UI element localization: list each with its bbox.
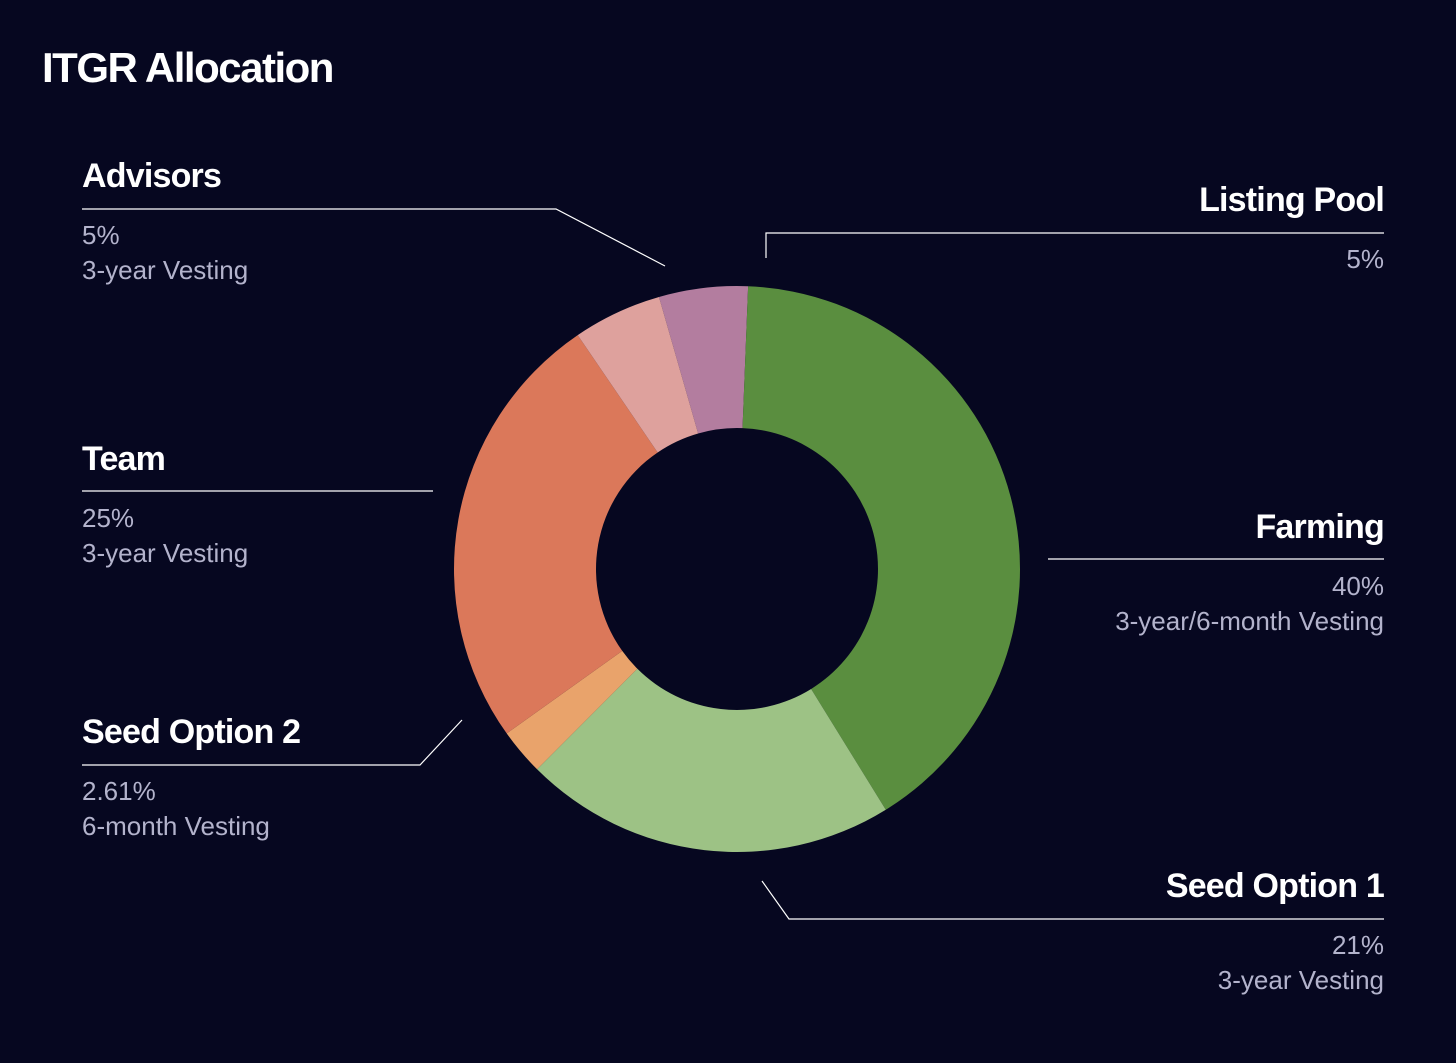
slice-value: 25% [82, 503, 135, 533]
slice-note: 3-year Vesting [1217, 965, 1384, 995]
leader-advisors [82, 208, 666, 267]
label-farming: Farming 40% 3-year/6-month Vesting [1115, 507, 1385, 639]
chart-title: ITGR Allocation [42, 44, 334, 91]
slice-note: 3-year Vesting [82, 255, 249, 285]
leader-lines [82, 208, 1384, 920]
label-listing-pool: Listing Pool 5% [1199, 180, 1385, 277]
slice-label: Farming [1255, 508, 1384, 546]
slice-farming [742, 286, 1021, 810]
leader-seed-option-2 [82, 719, 463, 766]
slice-advisors [577, 296, 699, 453]
slice-value: 21% [1331, 930, 1384, 960]
slice-note: 3-year/6-month Vesting [1115, 606, 1384, 636]
slice-label: Listing Pool [1199, 181, 1385, 219]
label-seed-option-2: Seed Option 2 2.61% 6-month Vesting [82, 712, 301, 844]
slice-listing-pool [658, 286, 749, 434]
label-team: Team 25% 3-year Vesting [82, 439, 248, 571]
slice-label: Seed Option 2 [82, 713, 301, 751]
slice-note: 3-year Vesting [82, 538, 249, 568]
leader-seed-option-1 [761, 880, 1384, 920]
slice-seed-option-2 [506, 650, 638, 770]
label-seed-option-1: Seed Option 1 21% 3-year Vesting [1165, 866, 1385, 998]
slice-value: 5% [82, 220, 120, 250]
slice-note: 6-month Vesting [82, 811, 270, 841]
donut-slices [454, 286, 1021, 853]
slice-label: Advisors [82, 157, 222, 195]
label-advisors: Advisors 5% 3-year Vesting [82, 156, 248, 288]
slice-seed-option-1 [537, 668, 886, 853]
slice-value: 2.61% [82, 776, 156, 806]
slice-value: 40% [1331, 571, 1384, 601]
slice-label: Seed Option 1 [1165, 867, 1385, 905]
leader-listing-pool [765, 232, 1384, 258]
slice-label: Team [82, 440, 166, 478]
slice-value: 5% [1346, 244, 1384, 274]
slice-team [454, 335, 658, 734]
